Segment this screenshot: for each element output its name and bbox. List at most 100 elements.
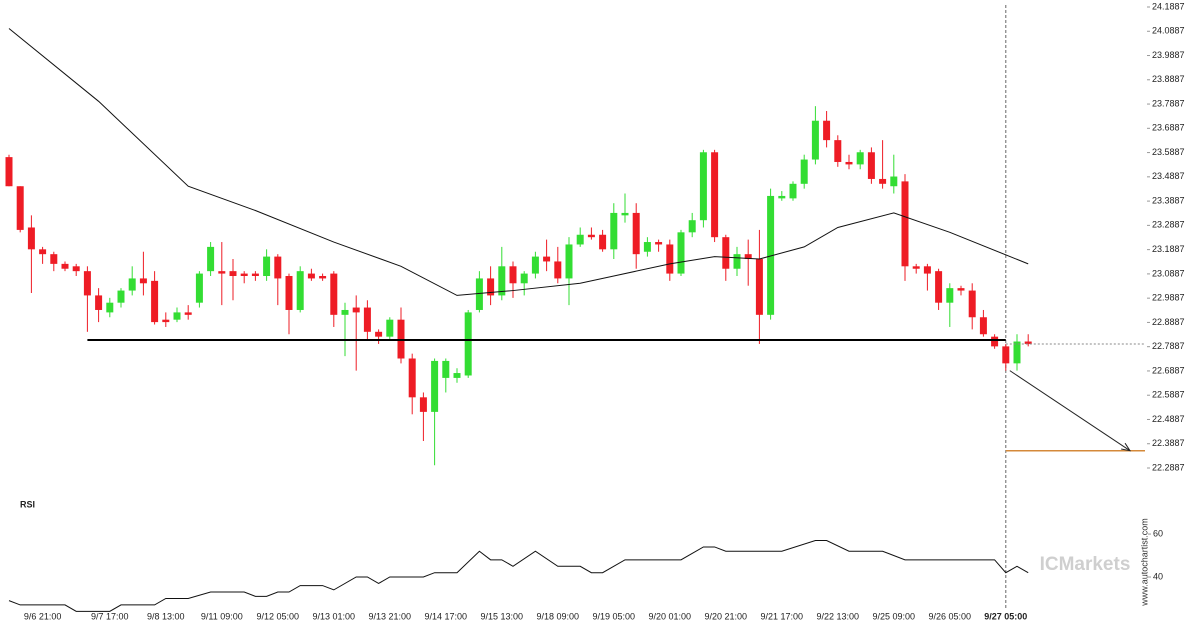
candle-body (431, 360, 439, 412)
candle-body (95, 295, 103, 310)
y-tick-label: 24.0887 (1152, 26, 1185, 36)
y-tick-label: 23.9887 (1152, 50, 1185, 60)
candle-body (263, 256, 271, 277)
candle-body (755, 259, 763, 315)
candle-body (274, 256, 282, 279)
candle-body (229, 271, 237, 277)
candle-body (845, 161, 853, 165)
candle-body (487, 278, 495, 296)
candle-body (319, 276, 327, 279)
candle-body (520, 273, 528, 284)
candle-body (655, 242, 663, 245)
y-tick-label: 22.8887 (1152, 317, 1185, 327)
candle-body (386, 319, 394, 337)
candle-body (363, 307, 371, 332)
x-tick-label: 9/11 09:00 (201, 611, 243, 621)
candle-body (823, 120, 831, 141)
candle-body (767, 195, 775, 315)
y-tick-label: 22.9887 (1152, 293, 1185, 303)
candle-body (1024, 341, 1032, 344)
candle-body (923, 266, 931, 274)
x-tick-label: 9/18 09:00 (537, 611, 580, 621)
candle-body (744, 254, 752, 260)
candle-body (207, 246, 215, 272)
y-tick-label: 23.2887 (1152, 220, 1185, 230)
y-tick-label: 23.8887 (1152, 74, 1185, 84)
candle-body (621, 212, 629, 216)
candle-body (890, 176, 898, 187)
candle-body (218, 271, 226, 274)
candle-body (643, 242, 651, 252)
candle-body (789, 183, 797, 199)
y-tick-label: 23.0887 (1152, 268, 1185, 278)
candle-body (733, 254, 741, 269)
candle-body (285, 276, 293, 310)
candle-body (184, 312, 192, 315)
candle-body (778, 195, 786, 199)
candle-body (599, 234, 607, 250)
candle-body (711, 152, 719, 238)
candle-body (677, 232, 685, 274)
candle-body (61, 263, 69, 269)
x-tick-label: 9/8 13:00 (147, 611, 185, 621)
candle-body (453, 373, 461, 378)
y-tick-label: 23.5887 (1152, 147, 1185, 157)
y-tick-label: 22.7887 (1152, 341, 1185, 351)
moving-average (8, 28, 1029, 296)
y-tick-label: 22.5887 (1152, 390, 1185, 400)
candle-body (509, 266, 517, 284)
candle-body (632, 212, 640, 255)
candle-body (139, 278, 147, 284)
watermark: ICMarkets (1040, 554, 1131, 575)
candle-body (722, 237, 730, 269)
candle-body (408, 358, 416, 398)
candle-body (856, 152, 864, 165)
candle-body (128, 278, 136, 291)
candle-body (957, 288, 965, 291)
x-tick-label: 9/19 05:00 (593, 611, 636, 621)
x-tick-label: 9/13 21:00 (369, 611, 412, 621)
candle-body (106, 302, 114, 313)
candle-body (117, 290, 125, 303)
y-tick-label: 23.6887 (1152, 123, 1185, 133)
x-tick-label: 9/13 01:00 (313, 611, 356, 621)
candle-body (991, 336, 999, 347)
candle-body (576, 234, 584, 245)
candle-body (800, 159, 808, 184)
x-tick-label: 9/12 05:00 (257, 611, 300, 621)
candle-body (1013, 341, 1021, 364)
candle-body (610, 212, 618, 250)
candle-body (968, 290, 976, 318)
x-tick-label: 9/20 21:00 (705, 611, 748, 621)
candle-body (464, 312, 472, 376)
candle-body (72, 266, 80, 272)
candle-body (173, 312, 181, 320)
x-tick-label: 9/15 13:00 (481, 611, 524, 621)
x-tick-label: 9/26 05:00 (929, 611, 972, 621)
candle-body (83, 271, 91, 296)
y-tick-label: 23.1887 (1152, 244, 1185, 254)
candle-body (912, 266, 920, 269)
x-tick-label: 9/27 05:00 (984, 611, 1027, 621)
x-tick-label: 9/21 17:00 (761, 611, 804, 621)
rsi-y-tick-label: 40 (1153, 571, 1163, 581)
candle-body (531, 256, 539, 274)
y-tick-label: 22.6887 (1152, 365, 1185, 375)
candle-body (475, 278, 483, 310)
x-tick-label: 9/14 17:00 (425, 611, 468, 621)
projection-arrow (1009, 370, 1131, 452)
x-tick-label: 9/22 13:00 (817, 611, 860, 621)
candle-body (1002, 346, 1010, 364)
y-tick-label: 23.3887 (1152, 195, 1185, 205)
candle-body (195, 273, 203, 303)
candle-body (979, 317, 987, 335)
candle-body (162, 319, 170, 323)
candle-body (688, 220, 696, 233)
candle-body (867, 152, 875, 179)
rsi-y-tick-label: 60 (1153, 528, 1163, 538)
candle-body (811, 120, 819, 160)
candle-body (341, 309, 349, 315)
candle-body (935, 271, 943, 303)
candle-body (296, 271, 304, 310)
